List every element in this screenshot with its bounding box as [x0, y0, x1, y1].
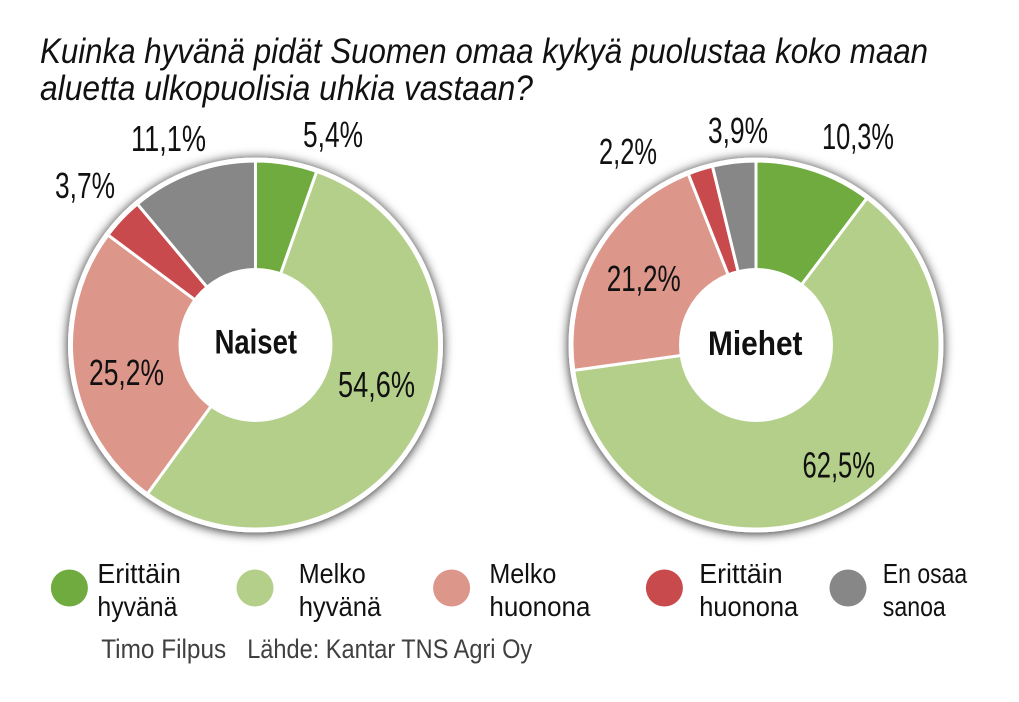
svg-text:huonona: huonona: [699, 591, 798, 622]
svg-text:aluetta ulkopuolisia uhkia vas: aluetta ulkopuolisia uhkia vastaan?: [40, 69, 533, 108]
svg-text:3,9%: 3,9%: [708, 110, 768, 151]
svg-text:huonona: huonona: [489, 591, 590, 622]
svg-text:3,7%: 3,7%: [55, 165, 115, 206]
svg-text:21,2%: 21,2%: [607, 258, 681, 299]
svg-text:hyvänä: hyvänä: [97, 591, 177, 622]
svg-text:Miehet: Miehet: [708, 325, 803, 363]
svg-text:Erittäin: Erittäin: [699, 558, 783, 589]
svg-text:sanoa: sanoa: [883, 591, 946, 622]
svg-text:Timo Filpus: Timo Filpus: [101, 634, 226, 664]
svg-text:2,2%: 2,2%: [599, 131, 657, 172]
svg-text:62,5%: 62,5%: [803, 445, 876, 486]
svg-text:10,3%: 10,3%: [822, 116, 894, 157]
svg-text:Lähde: Kantar TNS Agri Oy: Lähde: Kantar TNS Agri Oy: [247, 634, 532, 664]
svg-text:Kuinka hyvänä pidät Suomen oma: Kuinka hyvänä pidät Suomen omaa kykyä pu…: [40, 32, 928, 71]
svg-text:Melko: Melko: [489, 558, 556, 589]
svg-text:Naiset: Naiset: [215, 324, 297, 362]
svg-text:5,4%: 5,4%: [303, 114, 363, 155]
svg-text:Melko: Melko: [299, 558, 366, 589]
svg-text:11,1%: 11,1%: [131, 118, 206, 159]
svg-text:54,6%: 54,6%: [338, 364, 415, 405]
svg-text:hyvänä: hyvänä: [299, 591, 382, 622]
svg-text:En osaa: En osaa: [883, 558, 968, 589]
svg-text:25,2%: 25,2%: [89, 352, 164, 393]
svg-text:Erittäin: Erittäin: [97, 558, 180, 589]
